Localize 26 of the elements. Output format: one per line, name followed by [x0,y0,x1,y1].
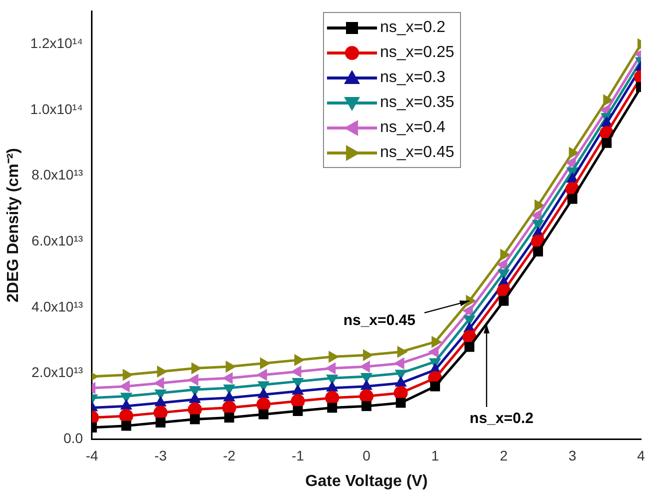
x-tick-label: -4 [86,447,98,464]
x-tick-label: -3 [154,447,167,464]
y-tick-label: 0.0 [63,430,84,446]
x-axis-title: Gate Voltage (V) [305,472,428,490]
legend-label: ns_x=0.25 [380,44,454,62]
legend-label: ns_x=0.4 [380,118,446,136]
legend-label: ns_x=0.2 [380,18,446,36]
annotation: ns_x=0.2 [470,410,534,428]
y-axis-title: 2DEG Density (cm⁻²) [5,148,22,302]
legend-label: ns_x=0.45 [380,144,454,162]
x-tick-label: 4 [637,447,646,464]
y-tick-label: 1.2x10¹⁴ [30,35,83,52]
x-tick-label: -1 [292,447,304,464]
y-tick-label: 8.0x10¹³ [32,166,84,183]
y-tick-label: 1.0x10¹⁴ [30,100,83,117]
legend-label: ns_x=0.3 [380,68,446,86]
x-tick-label: 3 [568,447,576,464]
x-tick-label: 1 [431,447,440,464]
y-tick-label: 4.0x10¹³ [32,298,84,314]
x-tick-label: 2 [500,447,508,464]
legend-label: ns_x=0.35 [380,94,454,112]
x-tick-label: 0 [362,447,371,464]
annotation: ns_x=0.45 [343,312,416,329]
y-tick-label: 2.0x10¹³ [32,364,84,380]
y-tick-label: 6.0x10¹³ [32,232,84,249]
x-tick-label: -2 [222,447,236,464]
